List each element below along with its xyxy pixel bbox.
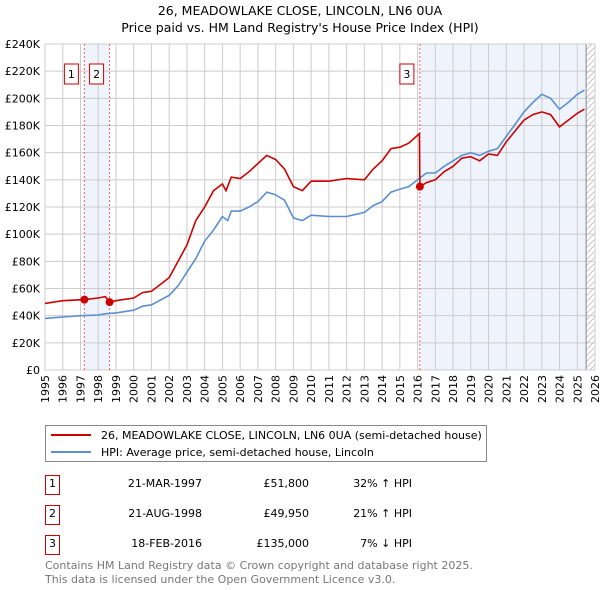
sale-label-text: 3 [403,68,410,81]
x-tick-label: 1998 [92,375,105,403]
x-tick-label: 2009 [287,375,300,403]
transaction-marker: 2 [45,505,60,525]
sale-label-box: 3 [399,63,415,85]
x-tick-label: 2005 [216,375,229,403]
x-tick-label: 2023 [536,375,549,403]
x-tick-label: 2007 [252,375,265,403]
x-tick-label: 2010 [305,375,318,403]
footer-licence: This data is licensed under the Open Gov… [45,573,396,586]
legend: 26, MEADOWLAKE CLOSE, LINCOLN, LN6 0UA (… [45,425,487,462]
transaction-price: £49,950 [263,507,310,520]
y-tick-label: £80K [12,255,41,268]
transaction-date: 21-AUG-1998 [128,507,202,520]
transaction-row: 2 21-AUG-1998 £49,950 21% ↑ HPI [45,505,465,525]
sale-label-text: 1 [68,68,75,81]
sale-label-box: 1 [63,63,79,85]
x-tick-label: 2006 [234,375,247,403]
x-tick-label: 2025 [571,375,584,403]
y-tick-label: £120K [5,201,41,214]
y-tick-label: £60K [12,283,41,296]
y-tick-label: £160K [5,147,41,160]
transaction-price: £51,800 [263,477,310,490]
x-tick-label: 2016 [412,375,425,403]
sale-label-box: 2 [89,63,105,85]
sale-label-text: 2 [93,68,100,81]
sale-point [105,298,114,307]
legend-swatch-hpi [51,451,91,453]
x-tick-label: 2001 [145,375,158,403]
plot-border [44,43,596,371]
legend-swatch-property [51,434,91,436]
sale-label-border [89,63,105,85]
transaction-hpi: 21% ↑ HPI [353,507,412,520]
sale-point [415,182,424,191]
chart-title: 26, MEADOWLAKE CLOSE, LINCOLN, LN6 0UA [157,3,443,18]
x-tick-label: 2000 [128,375,141,403]
x-tick-label: 2022 [518,375,531,403]
x-tick-label: 2021 [500,375,513,403]
x-tick-label: 2012 [341,375,354,403]
y-tick-label: £20K [12,337,41,350]
x-tick-label: 1997 [74,375,87,403]
x-tick-label: 2004 [199,375,212,403]
x-tick-label: 1996 [57,375,70,403]
price-chart: 1995 1996 1997 1998 1999 2000 2001 2002 2003 2004… [5,38,600,403]
sale-label-border [399,63,415,85]
transaction-price: £135,000 [256,537,310,550]
x-tick-label: 2013 [358,375,371,403]
x-tick-label: 2024 [554,375,567,403]
y-tick-label: £240K [5,38,41,51]
chart-subtitle: Price paid vs. HM Land Registry's House … [121,20,479,35]
transaction-hpi: 32% ↑ HPI [353,477,412,490]
x-tick-label: 2018 [447,375,460,403]
y-tick-label: £40K [12,310,41,323]
x-tick-label: 1995 [39,375,52,403]
x-tick-label: 2002 [163,375,176,403]
legend-item-property: 26, MEADOWLAKE CLOSE, LINCOLN, LN6 0UA (… [51,427,482,443]
y-tick-label: £100K [5,228,41,241]
legend-item-hpi: HPI: Average price, semi-detached house,… [51,444,374,460]
x-tick-label: 2020 [483,375,496,403]
x-tick-label: 2008 [270,375,283,403]
x-tick-label: 2003 [181,375,194,403]
transaction-date: 18-FEB-2016 [131,537,202,550]
sale-label-border [63,63,79,85]
legend-label-property: 26, MEADOWLAKE CLOSE, LINCOLN, LN6 0UA (… [101,428,482,442]
sale-point [80,295,89,304]
transaction-row: 1 21-MAR-1997 £51,800 32% ↑ HPI [45,475,465,495]
x-tick-label: 2017 [429,375,442,403]
transaction-marker: 1 [45,475,60,495]
legend-label-hpi: HPI: Average price, semi-detached house,… [101,445,374,459]
transaction-row: 3 18-FEB-2016 £135,000 7% ↓ HPI [45,535,465,555]
x-tick-label: 2011 [323,375,336,403]
footer-copyright: Contains HM Land Registry data © Crown c… [45,559,473,572]
y-tick-label: £220K [5,65,41,78]
transaction-date: 21-MAR-1997 [127,477,202,490]
y-tick-label: £200K [5,92,41,105]
x-tick-label: 2019 [465,375,478,403]
x-tick-label: 1999 [110,375,123,403]
x-tick-label: 2026 [589,375,600,403]
transaction-hpi: 7% ↓ HPI [360,537,412,550]
transaction-marker: 3 [45,535,60,555]
x-tick-label: 2014 [376,375,389,403]
y-tick-label: £0 [26,364,40,377]
y-tick-label: £180K [5,120,41,133]
x-tick-label: 2015 [394,375,407,403]
property-price-line [44,108,585,305]
hpi-line [44,89,585,320]
y-tick-label: £140K [5,174,41,187]
